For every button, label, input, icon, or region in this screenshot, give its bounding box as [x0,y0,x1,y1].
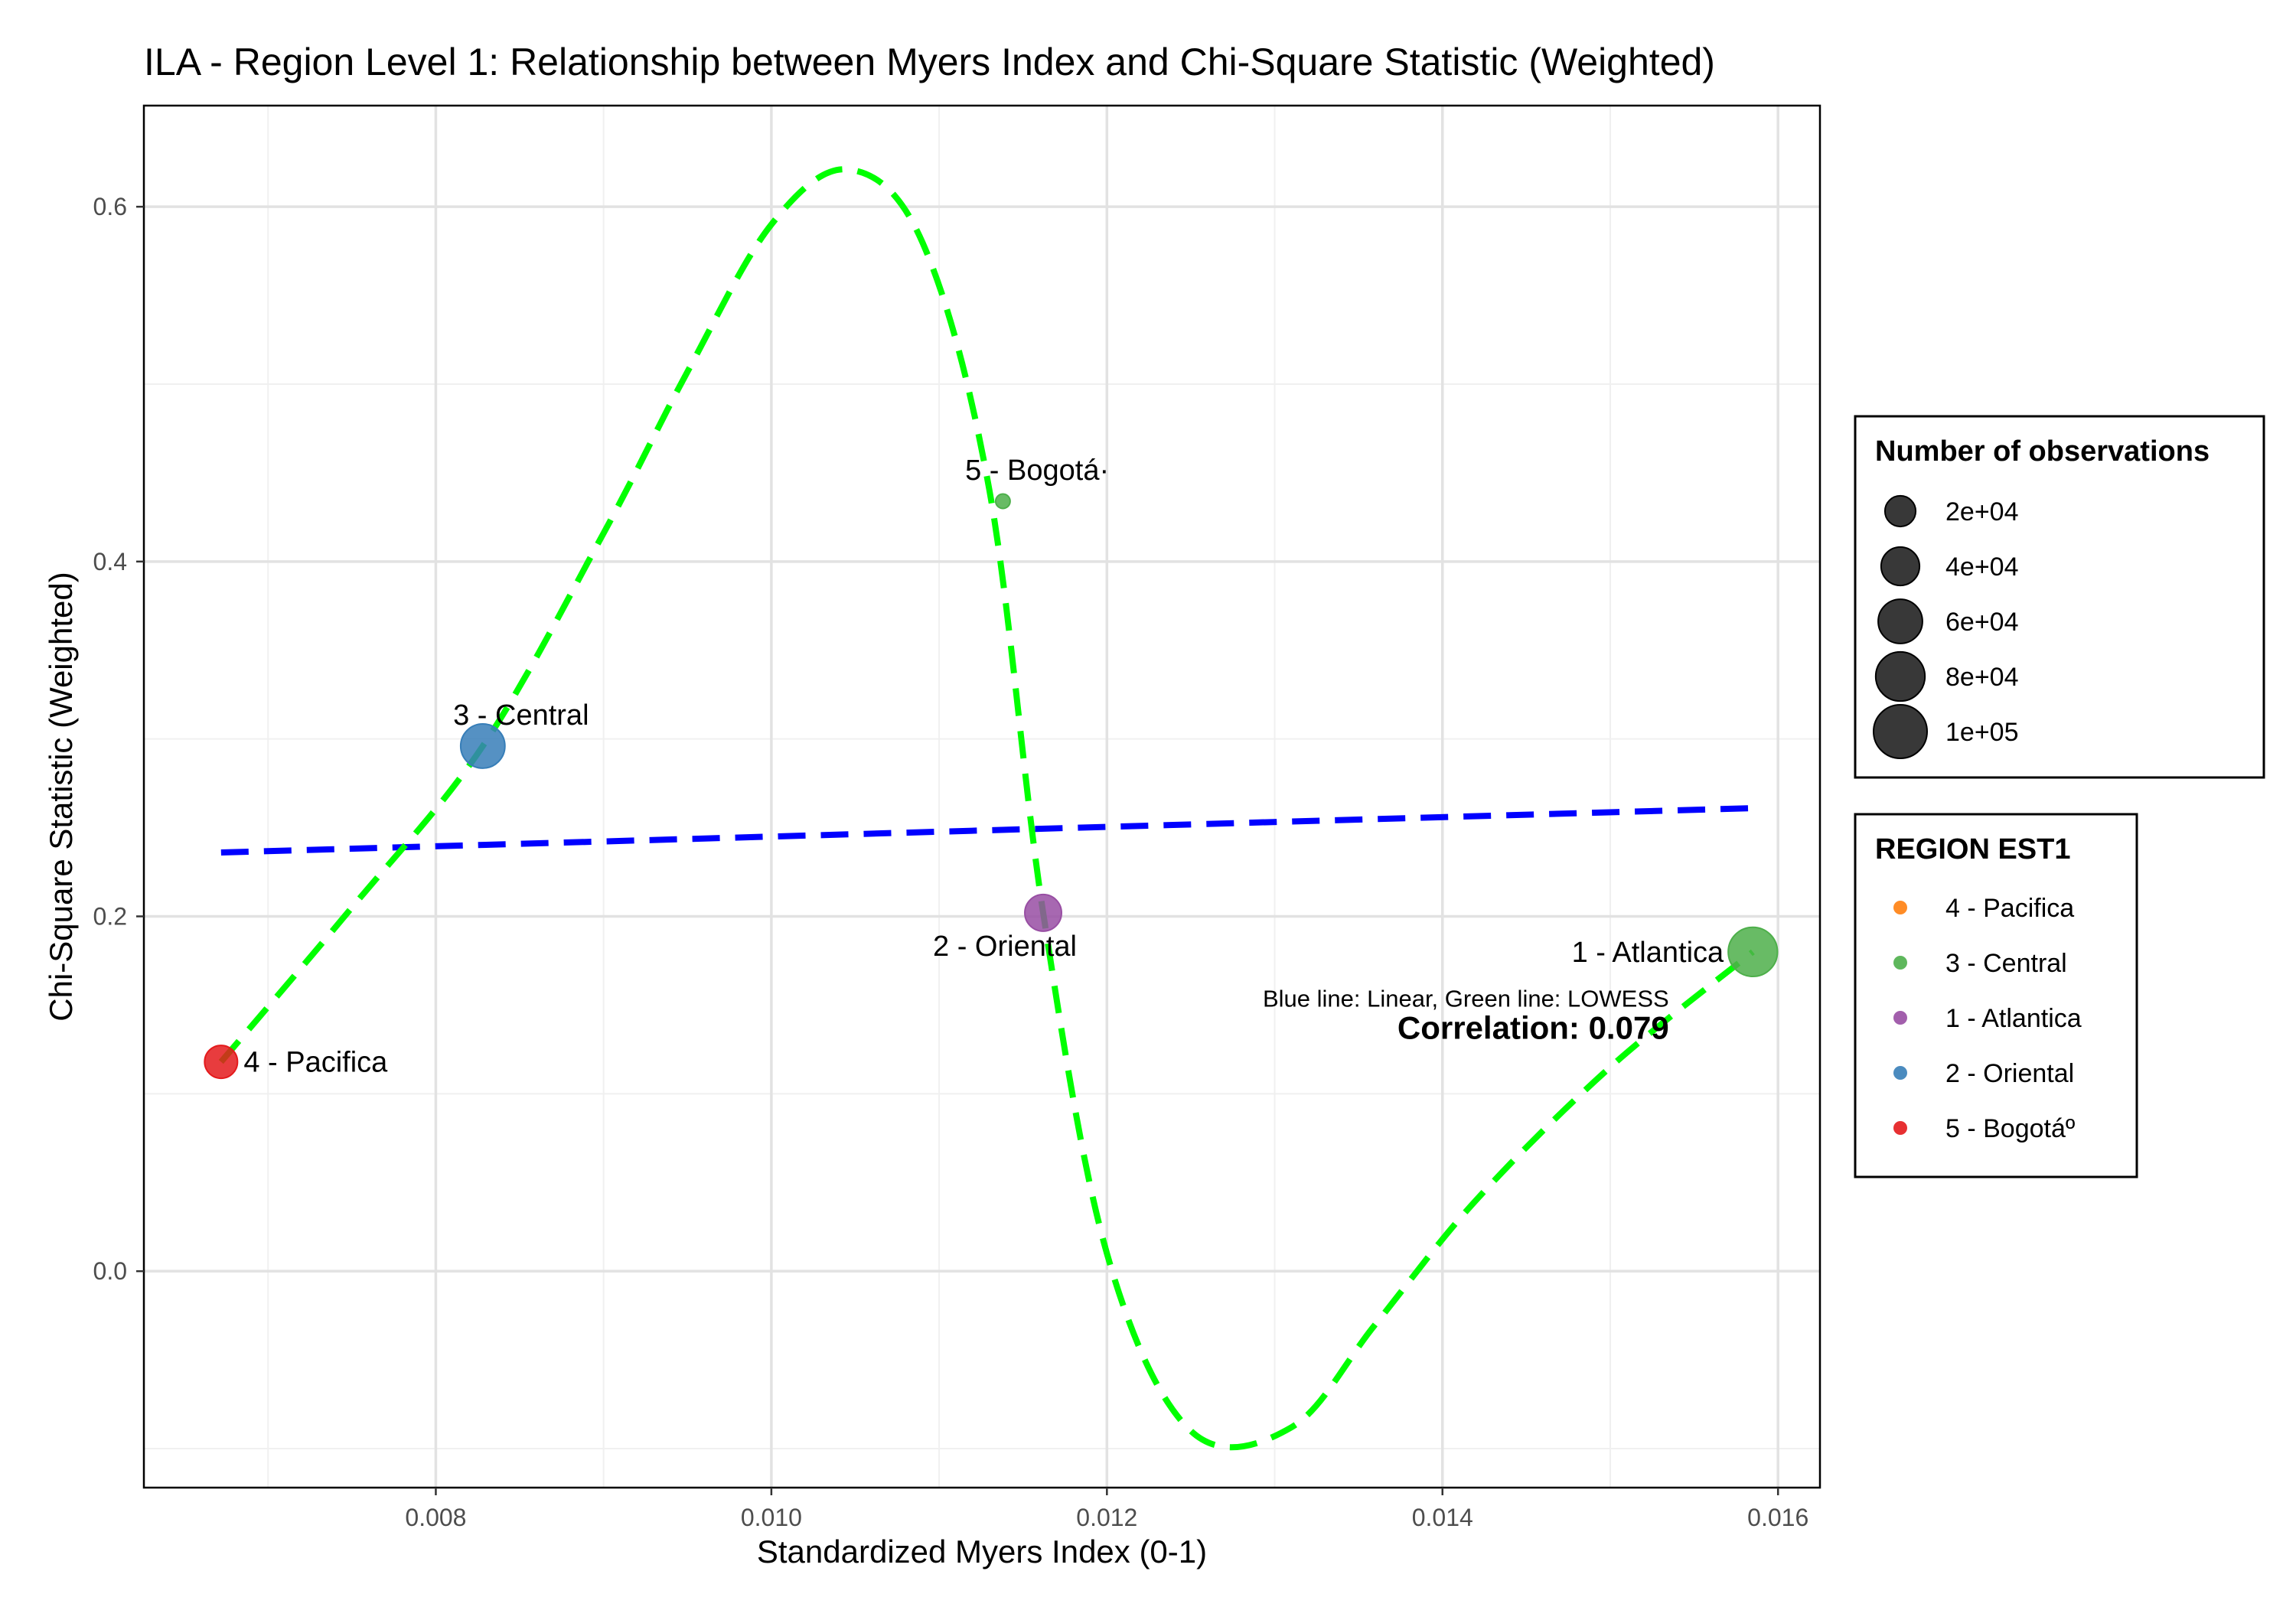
data-point [204,1045,239,1080]
linear-fit-line [220,805,1753,856]
y-tick-label: 0.6 [93,193,127,220]
color-legend-key [1893,1121,1907,1135]
chart-title: ILA - Region Level 1: Relationship betwe… [144,41,1715,83]
size-legend: Number of observations 2e+04 4e+04 6e+04 8e… [1854,415,2265,779]
color-legend-key [1893,1066,1907,1080]
point-label: 1 - Atlantica [1572,937,1724,969]
color-legend-entries: 4 - Pacifica 3 - Central 1 - Atlantica 2 - … [1893,894,2082,1143]
color-legend-label: 1 - Atlantica [1945,1004,2082,1033]
data-point [994,493,1011,510]
color-legend-label: 5 - Bogotáº [1945,1114,2082,1143]
point-label: 3 - Central [453,699,589,732]
color-legend-title: REGION EST1 [1875,833,2071,865]
data-point [459,723,506,769]
axis-ticks: 0.008 0.010 0.012 0.014 0.016 0.0 0.2 0.4 0.6 [93,193,1809,1531]
plot-border [142,104,1821,1489]
data-points [204,493,1779,1080]
color-legend-key [1893,901,1907,914]
y-tick-label: 0.4 [93,548,127,575]
point-label: 2 - Oriental [933,931,1077,963]
color-legend-key [1893,956,1907,970]
correlation-annotation: Correlation: 0.079 [1397,1009,1669,1045]
size-legend-key [1883,494,1917,528]
fit-lines [218,166,1755,1451]
size-legend-key [1877,598,1923,644]
y-axis-title: Chi-Square Statistic (Weighted) [43,572,79,1021]
size-legend-entries: 2e+04 4e+04 6e+04 8e+04 1e+05 [1873,494,2019,759]
size-legend-label: 8e+04 [1945,663,2019,692]
color-legend-label: 2 - Oriental [1945,1059,2074,1088]
point-label: 5 - Bogotá· [965,455,1117,487]
point-labels: 4 - Pacifica 3 - Central 5 - Bogotá· 2 - O… [243,455,1724,1079]
y-tick-label: 0.0 [93,1257,127,1285]
grid [144,106,1820,1488]
color-legend-label: 4 - Pacifica [1945,894,2074,923]
lowess-fit-line [218,166,1755,1451]
y-tick-label: 0.2 [93,902,127,930]
color-legend-key [1893,1011,1907,1025]
size-legend-label: 2e+04 [1945,497,2019,526]
size-legend-title: Number of observations [1875,435,2210,468]
size-legend-label: 6e+04 [1945,608,2019,637]
point-label: 4 - Pacifica [243,1047,388,1079]
color-legend-box [1854,813,2138,1178]
lines-note: Blue line: Linear, Green line: LOWESS [1263,986,1669,1012]
size-legend-box [1854,415,2265,779]
x-tick-label: 0.016 [1747,1504,1808,1531]
x-tick-label: 0.012 [1076,1504,1137,1531]
size-legend-label: 4e+04 [1945,553,2019,582]
data-point [1727,926,1779,978]
x-axis-title: Standardized Myers Index (0-1) [757,1534,1207,1570]
size-legend-key [1880,546,1921,587]
size-legend-key [1874,650,1926,702]
size-legend-key [1873,704,1928,759]
size-legend-label: 1e+05 [1945,718,2019,747]
data-point [1024,893,1062,932]
x-tick-label: 0.008 [405,1504,466,1531]
x-tick-label: 0.010 [741,1504,802,1531]
x-tick-label: 0.014 [1412,1504,1473,1531]
color-legend: REGION EST1 4 - Pacifica 3 - Central 1 - A… [1854,813,2138,1178]
color-legend-label: 3 - Central [1945,949,2067,978]
